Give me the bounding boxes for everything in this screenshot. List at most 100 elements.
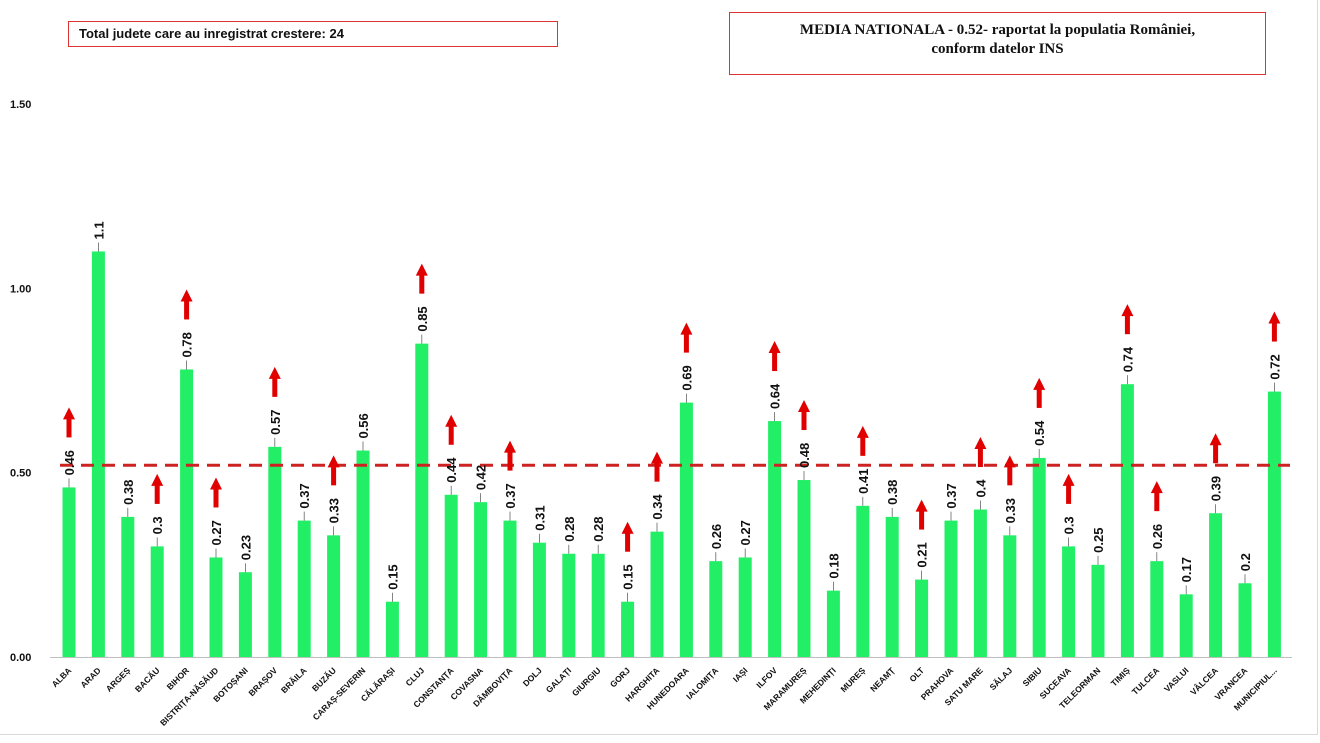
bar	[532, 542, 546, 657]
increase-arrow-shaft	[331, 465, 337, 486]
bar	[1150, 561, 1164, 657]
bar	[591, 553, 605, 657]
increase-arrow-head	[798, 400, 810, 413]
category-label: SIBIU	[1021, 665, 1044, 688]
increase-arrow-shaft	[1154, 491, 1160, 512]
category-label: BRAȘOV	[246, 665, 279, 698]
increase-arrow-head	[1209, 433, 1222, 446]
increase-arrow-head	[151, 473, 164, 486]
bar	[121, 516, 135, 657]
category-label: BACĂU	[133, 665, 162, 694]
data-label: 0.18	[826, 553, 841, 578]
bar	[209, 557, 223, 657]
increase-arrow-shaft	[919, 509, 925, 530]
data-label: 0.31	[532, 505, 547, 530]
increase-arrow-head	[915, 499, 928, 512]
category-label: TIMIȘ	[1109, 665, 1132, 688]
increase-arrow-shaft	[154, 483, 160, 504]
bar	[1238, 583, 1252, 657]
increase-arrow-head	[1150, 481, 1163, 494]
category-label: ARAD	[78, 665, 102, 689]
category-label: CLUJ	[403, 665, 426, 688]
category-label: CARAȘ-SEVERIN	[311, 665, 368, 722]
increase-arrow-head	[621, 521, 634, 534]
data-label: 0.15	[385, 564, 400, 589]
bar	[1120, 384, 1134, 657]
category-label: ARGEȘ	[104, 665, 133, 694]
data-label: 0.4	[973, 479, 988, 498]
category-label: BUZĂU	[310, 665, 338, 693]
category-label: BRĂILA	[279, 665, 309, 695]
data-label: 0.56	[356, 413, 371, 438]
bar	[62, 487, 76, 657]
increase-arrow-shaft	[1124, 314, 1130, 335]
data-label: 0.37	[944, 483, 959, 508]
data-label: 0.27	[738, 520, 753, 545]
increase-arrow-head	[1121, 304, 1134, 317]
bar	[297, 520, 311, 657]
bar	[503, 520, 517, 657]
data-label: 0.3	[150, 516, 165, 534]
bar	[973, 509, 987, 657]
increase-arrow-shaft	[419, 273, 425, 294]
data-label: 0.25	[1091, 528, 1106, 553]
data-label: 0.27	[209, 520, 224, 545]
increase-arrow-shaft	[184, 299, 190, 320]
bar	[738, 557, 752, 657]
data-label: 0.38	[885, 480, 900, 505]
increase-arrow-head	[415, 263, 428, 276]
increase-arrow-head	[651, 451, 663, 464]
data-label: 0.26	[709, 524, 724, 549]
category-label: MUREȘ	[838, 665, 867, 694]
data-label: 0.48	[797, 443, 812, 468]
y-tick-label: 0.50	[10, 468, 31, 480]
data-label: 0.57	[268, 410, 283, 435]
increase-arrow-shaft	[213, 487, 219, 508]
bar	[474, 502, 488, 657]
bar	[238, 572, 252, 657]
increase-arrow-head	[504, 440, 516, 453]
increase-arrow-shaft	[1271, 321, 1277, 342]
increase-arrow-head	[680, 322, 693, 335]
data-label: 0.37	[503, 483, 518, 508]
bar	[327, 535, 341, 657]
bar	[1209, 513, 1223, 657]
data-label: 0.28	[591, 516, 606, 541]
bar	[650, 531, 664, 657]
data-label: 0.3	[1062, 516, 1077, 534]
data-label: 0.33	[327, 498, 342, 523]
category-label: DOLJ	[521, 665, 544, 688]
increase-arrow-shaft	[654, 461, 660, 482]
bar	[826, 590, 840, 657]
category-label: GALAȚI	[544, 665, 573, 694]
bar	[415, 343, 429, 657]
data-label: 0.85	[415, 306, 430, 331]
data-label: 0.23	[238, 535, 253, 560]
data-label: 0.28	[562, 516, 577, 541]
bar	[385, 601, 399, 657]
data-label: 0.15	[621, 564, 636, 589]
data-label: 0.41	[856, 469, 871, 494]
data-label: 0.64	[768, 383, 783, 409]
y-tick-label: 1.00	[10, 283, 31, 295]
data-label: 0.17	[1179, 557, 1194, 582]
bar	[1032, 457, 1046, 657]
increase-arrow-head	[63, 407, 75, 420]
increase-arrow-shaft	[772, 351, 778, 372]
data-label: 0.34	[650, 494, 665, 520]
data-label: 0.46	[62, 450, 77, 475]
data-label: 0.21	[915, 542, 930, 567]
increase-arrow-shaft	[625, 531, 631, 552]
category-label: GIURGIU	[570, 665, 603, 698]
bar	[150, 546, 164, 657]
category-label: IALOMIȚA	[684, 665, 720, 701]
increase-arrow-shaft	[66, 417, 72, 438]
bar	[885, 516, 899, 657]
bar	[856, 505, 870, 657]
increase-arrow-head	[180, 289, 193, 302]
category-label: ILFOV	[754, 665, 779, 690]
national-average-box: MEDIA NATIONALA - 0.52- raportat la popu…	[729, 12, 1266, 75]
bar	[797, 480, 811, 657]
increase-arrow-shaft	[1036, 387, 1042, 408]
